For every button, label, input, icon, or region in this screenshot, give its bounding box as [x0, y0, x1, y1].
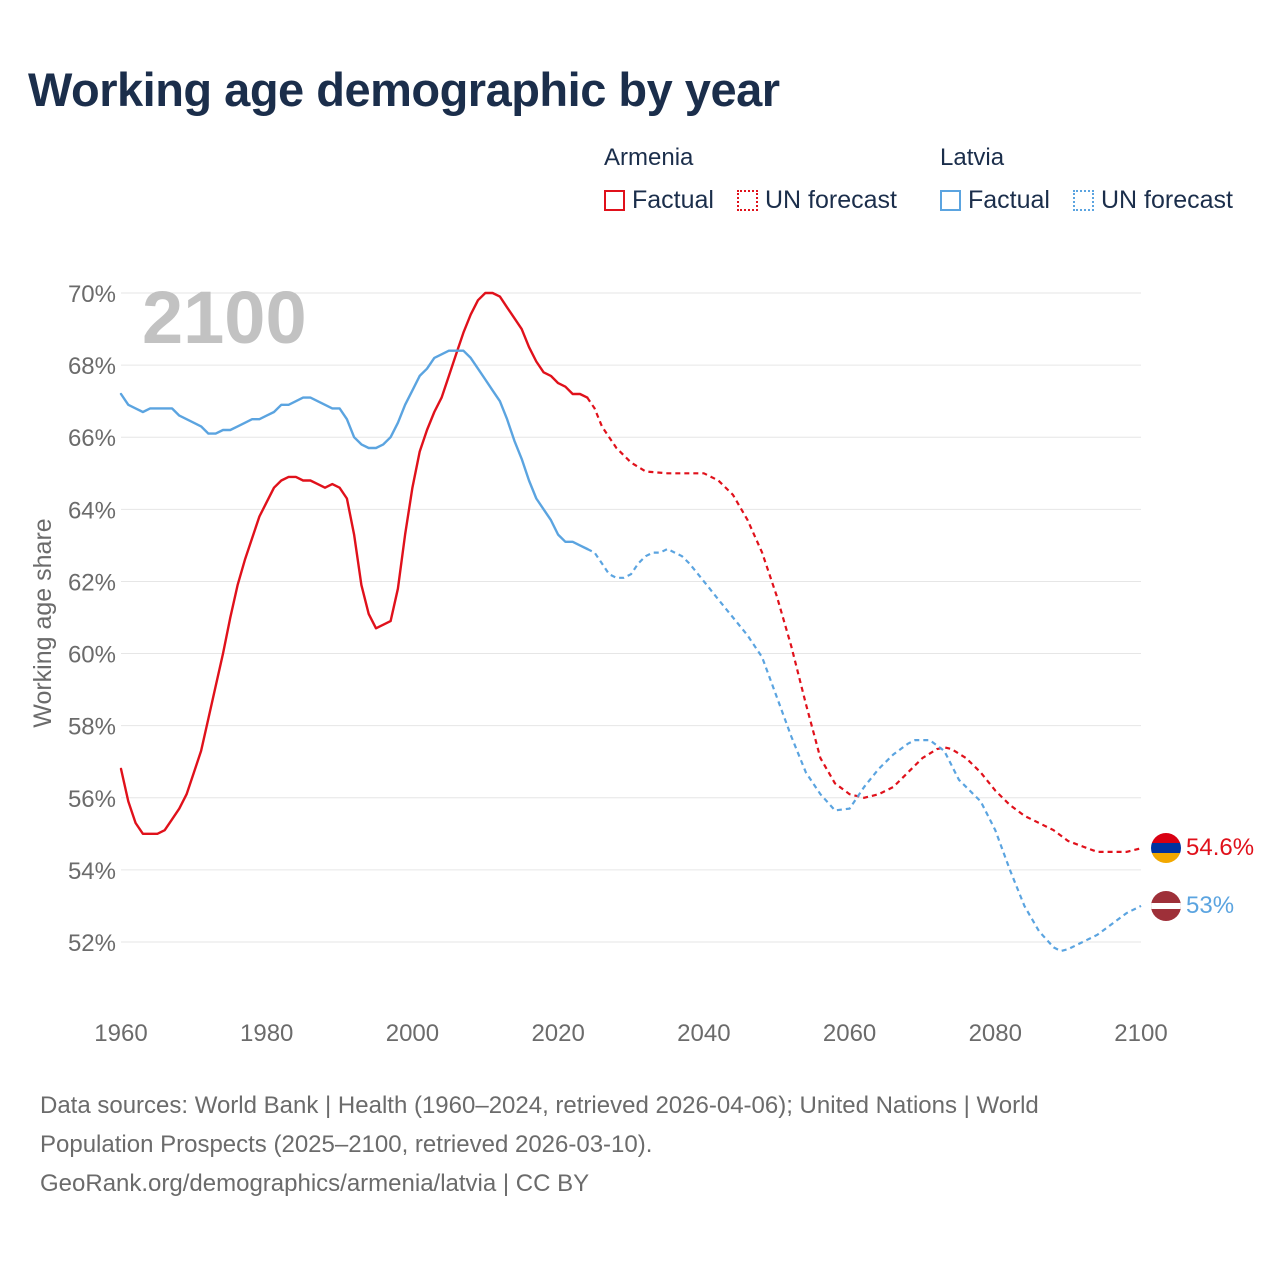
x-tick-label: 2040: [677, 1020, 730, 1047]
legend-armenia-forecast[interactable]: UN forecast: [737, 186, 897, 215]
y-tick-label: 54%: [68, 858, 116, 885]
source-line-3[interactable]: GeoRank.org/demographics/armenia/latvia …: [40, 1170, 590, 1197]
source-line-1: Data sources: World Bank | Health (1960–…: [40, 1092, 1039, 1119]
y-tick-label: 62%: [68, 569, 116, 596]
x-tick-label: 2100: [1114, 1020, 1167, 1047]
legend-latvia-forecast-swatch: [1073, 190, 1094, 211]
chart-title: Working age demographic by year: [28, 63, 780, 116]
legend-armenia-forecast-label: UN forecast: [765, 186, 897, 214]
y-tick-label: 70%: [68, 281, 116, 308]
y-tick-label: 60%: [68, 642, 116, 669]
x-tick-label: 2080: [969, 1020, 1022, 1047]
legend-latvia-forecast-label: UN forecast: [1101, 186, 1233, 214]
armenia-end-label: 54.6%: [1186, 834, 1254, 861]
line-chart: 52% 54% 56% 58% 60% 62% 64% 66% 68% 70% 1960 1980 2…: [29, 276, 1254, 1047]
x-tick-label: 2060: [823, 1020, 876, 1047]
x-tick-label: 2000: [386, 1020, 439, 1047]
source-line-2: Population Prospects (2025–2100, retriev…: [40, 1131, 653, 1158]
legend-latvia-title: Latvia: [940, 144, 1005, 171]
x-tick-label: 2020: [531, 1020, 584, 1047]
latvia-flag-icon: [1151, 891, 1181, 921]
latvia-forecast-line: [586, 547, 1142, 953]
armenia-forecast-line: [586, 396, 1142, 853]
y-tick-label: 66%: [68, 425, 116, 452]
y-tick-label: 64%: [68, 497, 116, 524]
armenia-flag-icon: [1151, 833, 1181, 863]
legend-armenia-forecast-swatch: [737, 190, 758, 211]
y-axis-label: Working age share: [29, 518, 57, 727]
legend-latvia-factual-label: Factual: [968, 186, 1050, 214]
y-tick-label: 68%: [68, 353, 116, 380]
x-tick-label: 1980: [240, 1020, 293, 1047]
y-tick-label: 56%: [68, 786, 116, 813]
legend-armenia-factual-swatch: [604, 190, 625, 211]
legend-armenia-title: Armenia: [604, 144, 694, 171]
y-tick-label: 52%: [68, 930, 116, 957]
legend-armenia-factual-label: Factual: [632, 186, 714, 214]
legend-latvia-forecast[interactable]: UN forecast: [1073, 186, 1233, 215]
legend-armenia-factual[interactable]: Factual: [604, 186, 714, 215]
latvia-end-label: 53%: [1186, 892, 1234, 919]
source-note: Data sources: World Bank | Health (1960–…: [40, 1086, 1240, 1203]
legend-latvia-factual[interactable]: Factual: [940, 186, 1050, 215]
year-watermark: 2100: [142, 276, 307, 359]
latvia-factual-line: [119, 349, 589, 551]
armenia-factual-line: [119, 291, 589, 835]
y-tick-label: 58%: [68, 714, 116, 741]
x-tick-label: 1960: [94, 1020, 147, 1047]
legend-latvia-factual-swatch: [940, 190, 961, 211]
